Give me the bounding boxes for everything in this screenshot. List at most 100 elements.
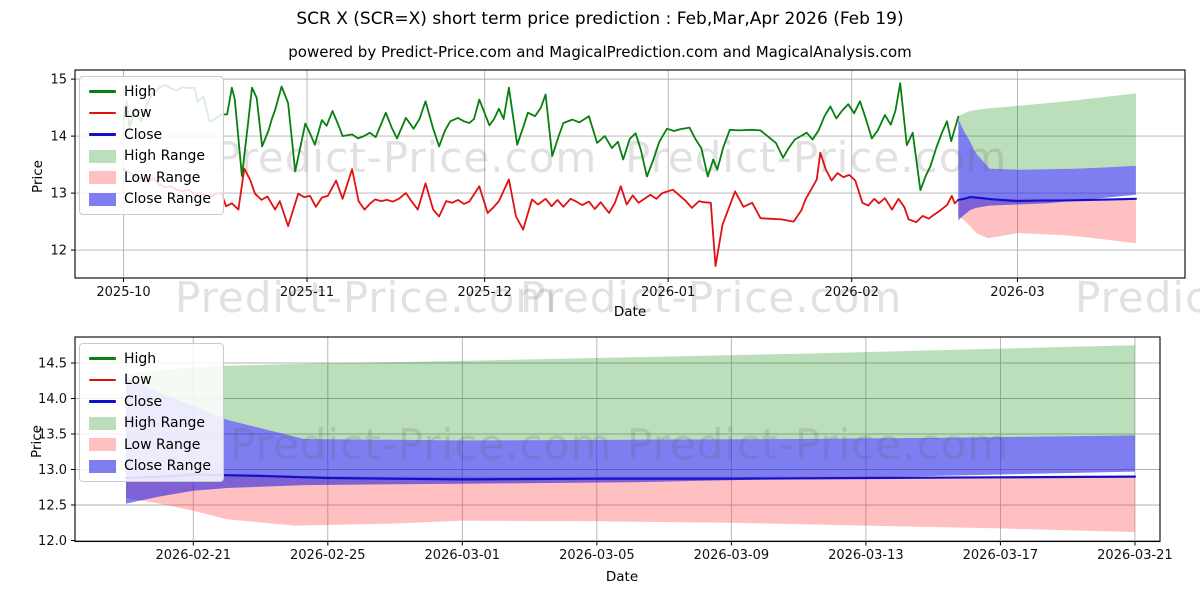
legend-label: Close Range <box>124 191 211 207</box>
legend-item-high-range: High Range <box>89 148 211 165</box>
legend-item-high: High <box>89 350 211 367</box>
watermark: Predict-Price.com <box>175 273 557 322</box>
x-tick-label: 2026-03 <box>990 285 1044 300</box>
chart-0-close-line <box>957 196 1137 203</box>
legend-item-close-range: Close Range <box>89 191 211 208</box>
legend-label: Close Range <box>124 458 211 474</box>
legend-swatch-color <box>89 416 116 430</box>
watermark: Predict-Price.com <box>625 133 1007 182</box>
legend-patch-swatch <box>89 149 116 163</box>
top-chart-legend: High Low Close High Range Low Range Close Ran… <box>79 76 224 215</box>
legend-swatch-color <box>89 400 116 403</box>
legend-line-swatch <box>89 357 116 360</box>
x-tick-label: 2026-03-09 <box>694 548 770 563</box>
legend-item-close: Close <box>89 393 211 410</box>
x-tick-label: 2025-12 <box>457 285 511 300</box>
y-tick-label: 15 <box>50 73 67 88</box>
legend-label: High Range <box>124 415 205 431</box>
y-tick-label: 12 <box>50 244 67 259</box>
legend-swatch-color <box>89 90 116 93</box>
top-chart-ylabel: Price <box>30 160 46 193</box>
legend-item-high-range: High Range <box>89 415 211 432</box>
x-tick-label: 2026-02-25 <box>290 548 366 563</box>
y-tick-label: 13 <box>50 187 67 202</box>
x-tick-label: 2026-03-21 <box>1097 548 1173 563</box>
legend-line-swatch <box>89 378 116 382</box>
chart-0-low-range-band <box>958 195 1136 244</box>
chart-0-high-range-band <box>958 93 1136 170</box>
y-tick-label: 13.0 <box>38 463 67 478</box>
chart-0-grid-bands <box>75 70 1185 278</box>
chart-1-frame <box>74 336 1161 543</box>
chart-0-high-line <box>122 82 960 192</box>
legend-label: Low <box>124 105 152 121</box>
bottom-chart-ylabel: Price <box>29 425 45 458</box>
y-tick-label: 14.5 <box>38 356 67 371</box>
chart-0-frame-lines: 2025-10 2025-11 2025-12 2026-01 2026-02 2026-… <box>50 69 1186 300</box>
x-tick-label: 2026-02 <box>825 285 879 300</box>
chart-0-frame <box>74 69 1186 279</box>
legend-swatch-color <box>89 111 116 115</box>
legend-swatch-color <box>89 378 116 382</box>
chart-0-close-range-band <box>958 119 1136 221</box>
legend-item-close: Close <box>89 126 211 143</box>
legend-swatch-color <box>89 438 116 451</box>
legend-label: Close <box>124 126 163 143</box>
page-subtitle: powered by Predict-Price.com and Magical… <box>288 43 912 61</box>
watermark: Predict-Price.com <box>520 273 902 322</box>
x-tick-label: 2026-02-21 <box>155 548 231 563</box>
x-tick-label: 2026-03-05 <box>559 548 635 563</box>
x-tick-label: 2025-11 <box>280 285 334 300</box>
legend-line-swatch <box>89 400 116 403</box>
watermark: Predict-Price.com <box>215 133 597 182</box>
bottom-chart-legend: High Low Close High Range Low Range Close Ran… <box>79 343 224 482</box>
watermark: Predict-Price.com <box>627 420 1009 469</box>
legend-item-low-range: Low Range <box>89 436 211 453</box>
y-tick-label: 12.0 <box>38 534 67 549</box>
legend-swatch-color <box>89 357 116 360</box>
x-tick-label: 2026-03-17 <box>963 548 1039 563</box>
legend-swatch-color <box>89 133 116 136</box>
chart-1-low-range-band <box>126 473 1135 532</box>
legend-patch-swatch <box>89 171 116 184</box>
legend-patch-swatch <box>89 416 116 430</box>
y-tick-label: 13.5 <box>38 427 67 442</box>
legend-line-swatch <box>89 90 116 93</box>
legend-label: Low <box>124 372 152 388</box>
x-tick-label: 2026-01 <box>641 285 695 300</box>
legend-patch-swatch <box>89 192 116 206</box>
chart-1-grid-bands <box>75 337 1160 542</box>
legend-patch-swatch <box>89 438 116 451</box>
watermark: Predict-Price.com <box>1075 273 1200 322</box>
chart-1-high-range-band <box>126 345 1135 441</box>
legend-line-swatch <box>89 111 116 115</box>
legend-label: High <box>124 350 157 367</box>
watermark: Predict-Price.com <box>230 420 612 469</box>
legend-patch-swatch <box>89 459 116 473</box>
x-tick-label: 2026-03-01 <box>425 548 501 563</box>
x-tick-label: 2025-10 <box>96 285 150 300</box>
legend-label: Low Range <box>124 169 201 186</box>
legend-swatch-color <box>89 149 116 163</box>
bottom-chart-xlabel: Date <box>605 569 639 585</box>
legend-item-high: High <box>89 83 211 100</box>
y-tick-label: 12.5 <box>38 499 67 514</box>
page-title: SCR X (SCR=X) short term price predictio… <box>296 9 904 29</box>
legend-swatch-color <box>89 192 116 206</box>
y-tick-label: 14 <box>50 130 67 145</box>
top-chart-xlabel: Date <box>613 304 647 320</box>
legend-label: High Range <box>124 148 205 164</box>
chart-1-close-range-band <box>126 377 1135 504</box>
legend-label: Close <box>124 393 163 410</box>
x-tick-label: 2026-03-13 <box>828 548 904 563</box>
y-tick-label: 14.0 <box>38 392 67 407</box>
legend-line-swatch <box>89 133 116 136</box>
legend-label: High <box>124 83 157 100</box>
legend-swatch-color <box>89 171 116 184</box>
legend-swatch-color <box>89 459 116 473</box>
legend-item-close-range: Close Range <box>89 458 211 475</box>
legend-item-low-range: Low Range <box>89 169 211 186</box>
chart-0-low-line <box>122 151 960 267</box>
